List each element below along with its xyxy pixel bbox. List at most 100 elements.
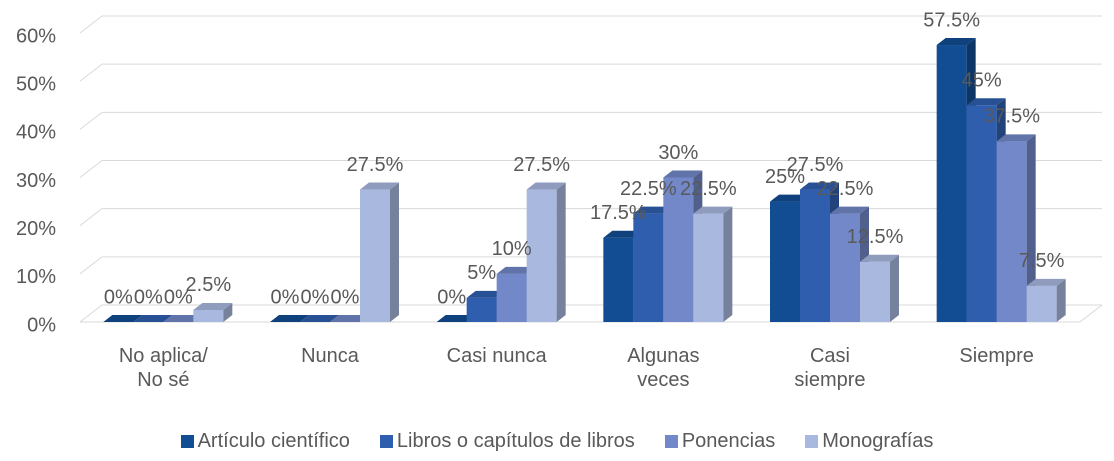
data-label: 10% [492, 238, 532, 260]
bar-front [496, 273, 527, 322]
data-label: 45% [962, 70, 1002, 92]
bar-front [693, 213, 724, 322]
bar-front [663, 177, 694, 322]
data-label: 17.5% [590, 202, 647, 224]
bar-front [936, 45, 967, 323]
y-tick-label: 10% [16, 266, 56, 288]
bar-top [163, 315, 203, 322]
legend-item: Ponencias [664, 430, 776, 453]
bar-top [466, 290, 506, 298]
bar-side [890, 254, 899, 322]
data-label: 0% [104, 286, 133, 308]
bar-side [1056, 278, 1066, 322]
data-label: 27.5% [787, 154, 844, 176]
x-tick-label: Siempre [959, 345, 1034, 367]
legend-swatch [664, 435, 678, 448]
bar-front [360, 189, 390, 322]
legend-label: Ponencias [681, 430, 776, 452]
bar-side [390, 182, 399, 322]
bar-top [360, 182, 399, 190]
data-label: 27.5% [347, 154, 404, 176]
data-label: 2.5% [186, 274, 232, 296]
data-label: 22.5% [680, 178, 737, 200]
y-tick-label: 60% [16, 25, 56, 47]
bar-front [633, 213, 664, 322]
grid-line [79, 304, 1102, 323]
bar [1026, 278, 1066, 322]
data-label: 30% [658, 142, 698, 164]
bar-front [770, 201, 800, 322]
grid-line [79, 63, 1102, 82]
bar-top [526, 182, 566, 190]
bar-top [996, 134, 1036, 142]
data-label: 0% [301, 286, 330, 308]
legend-label: Monografías [822, 430, 934, 452]
bar-side [1026, 134, 1036, 322]
data-label: 22.5% [620, 178, 677, 200]
data-label: 7.5% [1019, 250, 1065, 272]
grid-line [79, 111, 1102, 130]
y-tick-label: 0% [27, 314, 56, 336]
bar [996, 134, 1036, 322]
legend-item: Artículo científico [180, 430, 350, 453]
bar-front [860, 261, 890, 322]
legend-swatch [180, 435, 194, 448]
bar [103, 315, 143, 322]
bar-side [556, 182, 566, 322]
bar-top [966, 98, 1006, 106]
bar-top [936, 38, 976, 46]
y-tick-label: 40% [16, 122, 56, 144]
bar-top [103, 315, 143, 322]
bar-front [526, 189, 557, 322]
bar-top [1026, 278, 1066, 286]
bar-side [723, 206, 733, 322]
x-tick-label: Casi nunca [446, 345, 547, 367]
bar-top [770, 194, 809, 202]
bar-top [496, 266, 536, 274]
bar [330, 315, 369, 322]
data-label: 22.5% [817, 178, 874, 200]
bar-top [603, 230, 643, 238]
legend-swatch [379, 435, 393, 448]
bar-front [996, 141, 1027, 322]
data-label: 0% [271, 286, 300, 308]
bar-top [193, 302, 233, 310]
bar [300, 315, 339, 322]
y-tick-label: 30% [16, 170, 56, 192]
bar-top [330, 315, 369, 322]
legend-swatch [805, 435, 819, 448]
bar [436, 315, 476, 322]
bar-front [603, 237, 634, 322]
x-tick-label: No aplica/ No sé [118, 345, 208, 391]
bar [693, 206, 733, 322]
bar [163, 315, 203, 322]
x-tick-label: Nunca [301, 345, 359, 367]
bar-front [466, 297, 497, 322]
bar [860, 254, 899, 322]
bar [526, 182, 566, 322]
data-label: 0% [437, 286, 466, 308]
bar-front [193, 309, 224, 322]
bar-top [133, 315, 173, 322]
data-label: 57.5% [923, 9, 980, 31]
legend-label: Artículo científico [197, 430, 350, 452]
bar-top [633, 206, 673, 214]
legend-label: Libros o capítulos de libros [396, 430, 635, 452]
bar-top [436, 315, 476, 322]
x-tick-label: Algunas veces [627, 345, 700, 391]
legend-item: Libros o capítulos de libros [379, 430, 635, 453]
data-label: 0% [164, 286, 193, 308]
bar-top [800, 182, 839, 190]
data-label: 5% [467, 262, 496, 284]
data-label: 37.5% [983, 106, 1040, 128]
bar-front [1026, 285, 1057, 322]
bar-top [270, 315, 309, 322]
y-tick-label: 20% [16, 218, 56, 240]
bar-top [663, 170, 703, 178]
data-label: 12.5% [847, 226, 904, 248]
grid-line [79, 208, 1102, 227]
bar-side [223, 302, 233, 322]
bar-top [693, 206, 733, 214]
data-label: 27.5% [513, 154, 570, 176]
